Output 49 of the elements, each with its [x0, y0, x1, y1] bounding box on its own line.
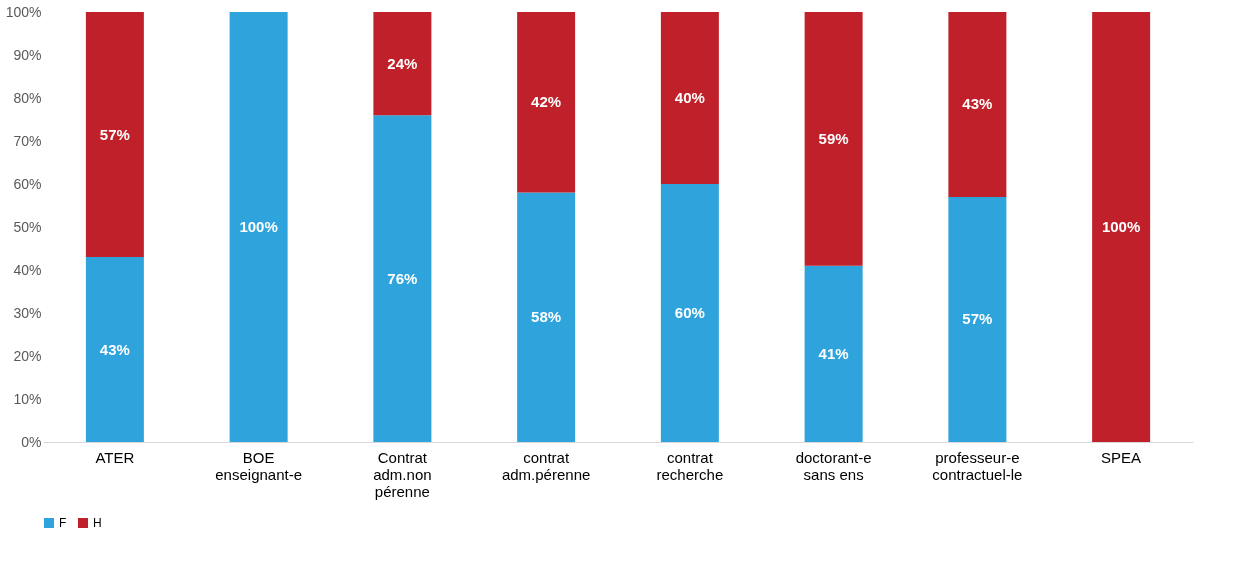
bar: [948, 196, 1007, 442]
bar: [948, 12, 1007, 197]
bar: [660, 12, 719, 184]
x-tick-label: BOE enseignant-e: [215, 448, 302, 483]
bar: [373, 115, 432, 442]
bar: [517, 192, 576, 442]
bar: [1092, 12, 1151, 442]
bar: [85, 257, 144, 442]
data-label: 43%: [962, 95, 993, 113]
bar: [804, 12, 863, 266]
y-tick-label: 10%: [13, 390, 42, 407]
x-tick-label: contrat recherche: [656, 448, 724, 483]
legend-label: F: [59, 516, 67, 530]
x-tick-label: SPEA: [1101, 448, 1142, 466]
y-tick-label: 80%: [13, 89, 42, 106]
x-tick-label: Contrat adm.non pérenne: [373, 448, 432, 500]
legend-label: H: [93, 516, 102, 530]
data-label: 100%: [239, 218, 278, 235]
data-label: 40%: [674, 89, 705, 106]
data-label: 58%: [531, 308, 562, 326]
y-tick-label: 90%: [13, 46, 42, 63]
x-tick-label: contrat adm.pérenne: [501, 448, 591, 483]
bar: [85, 12, 144, 258]
bar: [804, 265, 863, 442]
y-tick-label: 70%: [13, 132, 42, 149]
bar: [373, 12, 432, 116]
data-label: 57%: [962, 310, 993, 328]
data-label: 57%: [99, 125, 130, 143]
data-label: 24%: [387, 54, 418, 72]
bar: [660, 184, 719, 442]
data-label: 76%: [387, 269, 418, 287]
y-tick-label: 60%: [13, 175, 42, 192]
y-tick-label: 30%: [13, 304, 42, 321]
y-tick-label: 50%: [13, 218, 42, 235]
bar: [229, 12, 288, 442]
data-label: 100%: [1101, 218, 1141, 235]
data-label: 41%: [818, 344, 849, 362]
y-tick-label: 40%: [13, 261, 42, 278]
data-label: 59%: [818, 129, 849, 147]
data-label: 43%: [99, 340, 130, 358]
x-tick-label: ATER: [95, 448, 135, 466]
bar: [517, 12, 576, 193]
data-label: 42%: [531, 93, 562, 111]
data-label: 60%: [674, 304, 705, 321]
y-tick-label: 20%: [13, 347, 42, 364]
x-tick-label: doctorant-e sans ens: [795, 448, 872, 483]
y-tick-label: 100%: [5, 3, 42, 20]
x-tick-label: professeur-e contractuel-le: [932, 448, 1023, 483]
y-tick-label: 0%: [21, 433, 42, 450]
